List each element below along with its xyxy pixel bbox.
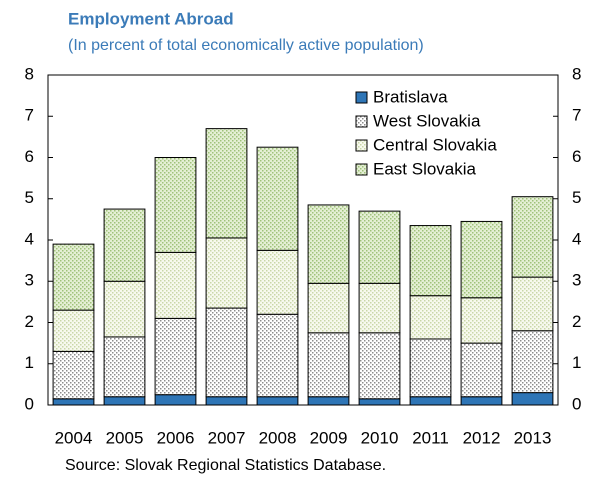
legend-label: East Slovakia [373, 159, 477, 178]
y-tick-label: 7 [25, 106, 34, 125]
x-tick-label: 2004 [55, 428, 93, 447]
bar-segment [409, 338, 452, 398]
bar-segment [154, 157, 197, 253]
y-tick-label: 5 [25, 188, 34, 207]
bar-segment [256, 396, 299, 406]
legend-box [348, 86, 508, 184]
bar-segment [511, 392, 554, 406]
bar-segment [205, 396, 248, 406]
bar-segment [154, 394, 197, 406]
x-tick-label: 2012 [463, 428, 501, 447]
y-tick-label: 2 [25, 312, 34, 331]
y2-tick-label: 7 [572, 106, 581, 125]
bar-segment [511, 196, 554, 278]
bar-segment [307, 204, 350, 284]
bar-segment [460, 297, 503, 344]
y2-tick-label: 5 [572, 188, 581, 207]
bar-segment [154, 251, 197, 319]
y2-tick-label: 3 [572, 271, 581, 290]
x-tick-label: 2013 [514, 428, 552, 447]
bar-segment [256, 146, 299, 251]
legend-label: Bratislava [373, 87, 448, 106]
y2-tick-label: 4 [572, 229, 581, 248]
bar-segment [103, 208, 146, 282]
y-tick-label: 1 [25, 353, 34, 372]
bar-segment [103, 396, 146, 406]
y2-tick-label: 1 [572, 353, 581, 372]
legend-swatch [355, 91, 368, 104]
bar-segment [358, 210, 401, 284]
legend-label: Central Slovakia [373, 135, 497, 154]
bar-segment [460, 342, 503, 398]
bar-segment [307, 396, 350, 406]
bar-segment [256, 249, 299, 315]
y-tick-label: 4 [25, 229, 34, 248]
bar-segment [256, 313, 299, 398]
bar-segment [154, 317, 197, 396]
x-tick-label: 2007 [208, 428, 246, 447]
x-tick-label: 2011 [412, 428, 449, 447]
x-tick-label: 2009 [310, 428, 348, 447]
bar-segment [52, 243, 95, 311]
y2-tick-label: 2 [572, 312, 581, 331]
y-tick-label: 6 [25, 147, 34, 166]
x-tick-label: 2008 [259, 428, 297, 447]
source-note: Source: Slovak Regional Statistics Datab… [65, 457, 386, 474]
chart-title: Employment Abroad [68, 9, 234, 28]
bar-segment [103, 280, 146, 338]
bar-segment [307, 282, 350, 334]
y-tick-label: 0 [25, 394, 34, 413]
bar-segment [511, 276, 554, 332]
x-tick-label: 2010 [361, 428, 399, 447]
y2-tick-label: 8 [572, 64, 581, 83]
chart-subtitle: (In percent of total economically active… [68, 37, 424, 54]
bar-segment [52, 398, 95, 406]
bar-segment [52, 309, 95, 352]
bar-segment [460, 396, 503, 406]
bar-segment [307, 332, 350, 398]
y2-tick-label: 6 [572, 147, 581, 166]
bar-segment [409, 295, 452, 340]
bar-segment [205, 128, 248, 239]
bar-segment [103, 336, 146, 398]
legend-swatch [355, 163, 368, 176]
x-tick-label: 2006 [157, 428, 195, 447]
bar-segment [358, 398, 401, 406]
bar-segment [205, 307, 248, 398]
bar-segment [409, 396, 452, 406]
bar-segment [409, 225, 452, 297]
y2-tick-label: 0 [572, 394, 581, 413]
bar-segment [358, 332, 401, 400]
bar-segment [358, 282, 401, 334]
y-tick-label: 3 [25, 271, 34, 290]
bar-segment [511, 330, 554, 394]
bar-segment [52, 350, 95, 400]
bar-segment [460, 220, 503, 299]
y-tick-label: 8 [25, 64, 34, 83]
x-tick-label: 2005 [106, 428, 144, 447]
legend-label: West Slovakia [373, 111, 481, 130]
legend-swatch [355, 139, 368, 152]
legend-swatch [355, 115, 368, 128]
bar-segment [205, 237, 248, 309]
